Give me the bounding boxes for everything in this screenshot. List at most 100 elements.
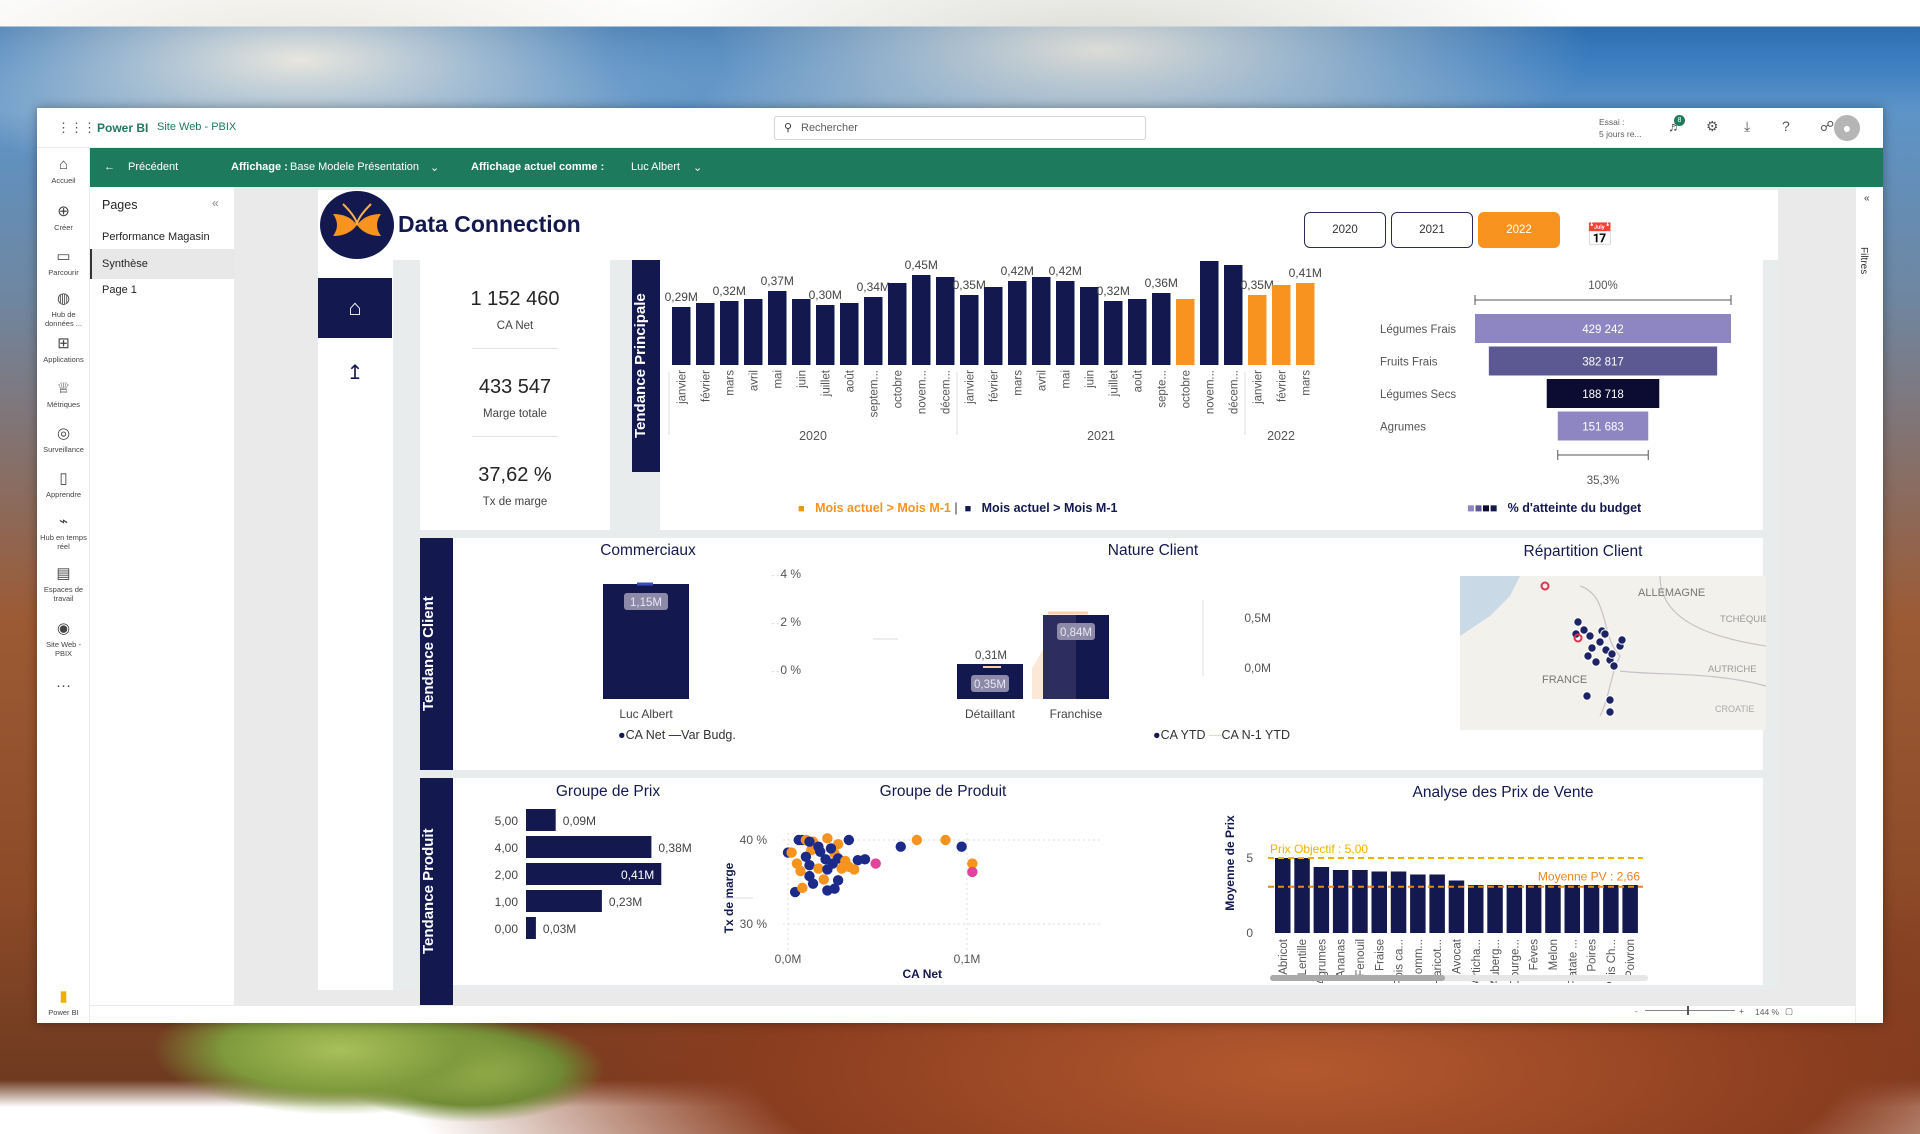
axis-tick: 2 % — [780, 615, 801, 629]
price-bar — [526, 863, 662, 885]
fit-page-icon[interactable]: ▢ — [1785, 1006, 1794, 1016]
workspace-crumb[interactable]: Site Web - PBIX — [157, 121, 237, 133]
rail-item-0[interactable]: ⌂ Accueil — [37, 156, 90, 185]
band-tendance-principale: Tendance Principale — [632, 260, 660, 472]
calendar-icon[interactable]: 📅 — [1586, 222, 1614, 247]
scatter-point — [895, 841, 906, 852]
x-tick: 0,0M — [775, 952, 802, 966]
help-icon[interactable]: ? — [1782, 118, 1790, 134]
rail-item-4[interactable]: ⊞ Applications — [37, 335, 90, 364]
page-item-synthese[interactable]: Synthèse — [90, 249, 235, 279]
data-connection-logo — [320, 191, 394, 259]
price-avg-bar — [1564, 885, 1580, 933]
left-nav-rail: ⌂ Accueil ⊕ Créer ▭ Parcourir ◍ Hub de données … — [37, 148, 90, 1023]
rail-item-7[interactable]: ▯ Apprendre — [37, 470, 90, 499]
year-button-2020[interactable]: 2020 — [1304, 212, 1386, 248]
page-item-performance[interactable]: Performance Magasin — [102, 231, 210, 243]
back-arrow-icon[interactable]: ← — [104, 161, 115, 173]
map-point — [1583, 651, 1593, 661]
kpi-ca-net-value: 1 152 460 — [470, 288, 560, 310]
home-nav-icon[interactable]: ⌂ — [318, 278, 392, 338]
groupe-prix-chart[interactable]: 5,00 0,09M 4,00 0,38M 2,00 0,41M 1,00 0,23M 0,00… — [463, 806, 723, 981]
zoom-slider[interactable] — [1645, 1010, 1735, 1011]
scrollbar-thumb[interactable] — [1270, 975, 1445, 981]
monthly-bar-chart[interactable]: 0,29M janvier février 0,32M mars avril 0,37M ma… — [660, 260, 1360, 460]
trial-status[interactable]: Essai : 5 jours re... — [1599, 116, 1642, 140]
month-tick-label: mai — [1060, 370, 1072, 389]
collapse-icon[interactable]: « — [212, 196, 219, 210]
month-bar-label: 0,34M — [857, 280, 890, 294]
data-label: 0,35M — [974, 679, 1006, 691]
legend-nature: ●CA YTD —CA N-1 YTD — [1153, 728, 1290, 742]
category-label: Franchise — [1050, 707, 1103, 721]
back-button[interactable]: Précédent — [128, 161, 179, 173]
y-tick: 0 — [1246, 926, 1253, 940]
y-tick: 40 % — [740, 833, 768, 847]
status-bar: - + 144 % ▢ — [90, 1005, 1855, 1023]
view-as-dropdown[interactable]: Luc Albert — [631, 161, 680, 173]
page-item-page1[interactable]: Page 1 — [102, 284, 137, 296]
analyse-prix-chart[interactable]: Moyenne de Prix 5 0 Abricot Lentille Agrumes A… — [1218, 778, 1778, 983]
zoom-out-icon[interactable]: - — [1635, 1006, 1638, 1016]
product-tick-label: Avocat — [1451, 938, 1463, 974]
rail-item-3[interactable]: ◍ Hub de données ... — [37, 290, 90, 328]
app-launcher-icon[interactable]: ⋮⋮⋮ — [57, 120, 96, 135]
month-bar-label: 0,35M — [1241, 278, 1274, 292]
rail-item-label: Espaces de travail — [43, 585, 84, 603]
powerbi-home[interactable]: ▮ Power BI — [37, 988, 90, 1017]
main-trend-card: 0,29M janvier février 0,32M mars avril 0,37M ma… — [660, 260, 1763, 530]
view-dropdown[interactable]: Base Modele Présentation — [290, 161, 420, 173]
share-icon[interactable]: ☍ — [1820, 118, 1835, 134]
axis-tick: 0,0M — [1244, 661, 1271, 675]
chart-nav-icon[interactable]: ↥ — [346, 362, 364, 384]
nature-client-title: Nature Client — [1107, 542, 1199, 559]
rail-item-10[interactable]: ◉ Site Web - PBIX — [37, 620, 90, 658]
pages-title: Pages — [102, 198, 138, 212]
month-tick-label: février — [1276, 370, 1288, 402]
scatter-point — [818, 874, 829, 885]
rail-item-1[interactable]: ⊕ Créer — [37, 203, 90, 232]
legend-orange: ■ Mois actuel > Mois M-1 | ■ Mois actuel… — [798, 501, 1117, 515]
expand-filters-icon[interactable]: « — [1864, 193, 1870, 204]
rail-item-11[interactable]: ··· — [37, 677, 90, 697]
client-map[interactable]: ALLEMAGNE TCHÉQUIE FRANCE AUTRICHE CROATIE LU… — [1460, 576, 1766, 730]
map-label: TCHÉQUIE — [1720, 614, 1766, 625]
month-tick-label: janvier — [1252, 370, 1264, 405]
zoom-slider-thumb[interactable] — [1687, 1006, 1689, 1015]
rail-item-8[interactable]: ⌁ Hub en temps réel — [37, 513, 90, 551]
nature-client-chart[interactable]: 0,35M Détaillant 0,84M Franchise 0,31M 0,5M 0,… — [873, 564, 1273, 734]
chevron-down-icon[interactable]: ⌄ — [430, 162, 440, 174]
rail-item-2[interactable]: ▭ Parcourir — [37, 248, 90, 277]
repartition-title: Répartition Client — [1523, 543, 1643, 560]
zoom-in-icon[interactable]: + — [1739, 1006, 1744, 1016]
scatter-point — [843, 834, 855, 846]
search-input[interactable]: ⚲ Rechercher — [774, 116, 1146, 140]
rail-item-9[interactable]: ▤ Espaces de travail — [37, 565, 90, 603]
groupe-produit-title: Groupe de Produit — [879, 783, 1007, 800]
year-button-2021[interactable]: 2021 — [1391, 212, 1473, 248]
scatter-point — [786, 847, 797, 858]
budget-funnel-chart[interactable]: 100% 429 242 Légumes Frais 382 817 Fruits Fr… — [1380, 260, 1760, 490]
avatar[interactable]: ● — [1834, 115, 1860, 141]
filters-pane[interactable]: « Filtres — [1855, 187, 1883, 1023]
month-bar-label: 0,32M — [1097, 284, 1130, 298]
product-trend-card: Groupe de Prix 5,00 0,09M 4,00 0,38M 2,00 0,4… — [453, 778, 1763, 985]
powerbi-label: Power BI — [48, 1008, 79, 1017]
product-tick-label: Courge... — [1509, 939, 1521, 983]
rail-item-5[interactable]: ♕ Métriques — [37, 380, 90, 409]
report-title: Data Connection — [398, 211, 581, 237]
app-name[interactable]: Power BI — [97, 121, 149, 135]
year-button-2022[interactable]: 2022 — [1478, 212, 1560, 248]
gear-icon[interactable]: ⚙ — [1706, 118, 1719, 134]
chevron-down-icon[interactable]: ⌄ — [693, 162, 703, 174]
map-point — [1585, 631, 1595, 641]
download-icon[interactable]: ⤓ — [1744, 118, 1751, 134]
rail-item-6[interactable]: ◎ Surveillance — [37, 425, 90, 454]
price-avg-bar — [1410, 874, 1426, 933]
map-border — [1619, 670, 1766, 687]
report-action-bar: ← Précédent Affichage : Base Modele Prés… — [90, 148, 1883, 187]
map-label: AUTRICHE — [1708, 664, 1757, 675]
scatter-point — [804, 860, 815, 871]
